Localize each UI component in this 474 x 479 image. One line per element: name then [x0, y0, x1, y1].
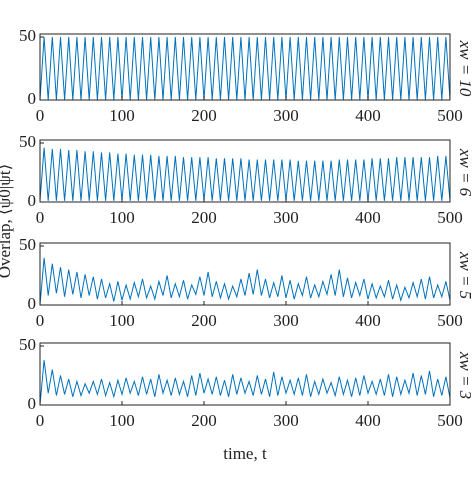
- x-tick-label: 100: [109, 208, 135, 227]
- y-tick-label: 50: [19, 132, 36, 151]
- series-line: [39, 257, 451, 306]
- x-tick-label: 400: [355, 311, 381, 330]
- y-tick-label: 0: [28, 294, 37, 313]
- x-tick-label: 100: [109, 106, 135, 125]
- x-tick-label: 0: [36, 208, 45, 227]
- x-tick-label: 400: [355, 411, 381, 430]
- x-tick-label: 500: [437, 106, 463, 125]
- x-tick-label: 300: [273, 311, 299, 330]
- series-line: [39, 360, 451, 406]
- y-tick-label: 50: [19, 335, 36, 354]
- x-tick-label: 400: [355, 208, 381, 227]
- x-tick-label: 300: [273, 208, 299, 227]
- panel-label: xw = 10: [456, 40, 474, 97]
- plot-frame: [39, 342, 451, 406]
- plot-frame: [39, 139, 451, 203]
- series-line: [39, 147, 451, 201]
- y-axis-label: Overlap, ⟨ψ0|ψt⟩: [0, 164, 14, 278]
- y-tick-label: 50: [19, 235, 36, 254]
- x-tick-label: 200: [191, 208, 217, 227]
- x-tick-label: 200: [191, 311, 217, 330]
- x-tick-label: 100: [109, 311, 135, 330]
- x-tick-label: 300: [273, 411, 299, 430]
- plot-frame: [39, 33, 451, 101]
- series-line: [39, 36, 451, 101]
- x-tick-label: 500: [437, 208, 463, 227]
- x-tick-label: 0: [36, 411, 45, 430]
- x-axis-label: time, t: [223, 444, 267, 463]
- panel-label: xw = 3: [456, 351, 474, 399]
- x-tick-label: 0: [36, 311, 45, 330]
- x-tick-label: 0: [36, 106, 45, 125]
- plot-frame: [39, 242, 451, 306]
- x-tick-label: 300: [273, 106, 299, 125]
- x-tick-label: 200: [191, 106, 217, 125]
- y-tick-label: 0: [28, 89, 37, 108]
- panel-label: xw = 5: [456, 251, 474, 299]
- x-tick-label: 200: [191, 411, 217, 430]
- x-tick-label: 100: [109, 411, 135, 430]
- x-tick-label: 400: [355, 106, 381, 125]
- x-tick-label: 500: [437, 411, 463, 430]
- y-tick-label: 50: [19, 26, 36, 45]
- panel-label: xw = 6: [456, 148, 474, 197]
- x-tick-label: 500: [437, 311, 463, 330]
- y-tick-label: 0: [28, 394, 37, 413]
- y-tick-label: 0: [28, 191, 37, 210]
